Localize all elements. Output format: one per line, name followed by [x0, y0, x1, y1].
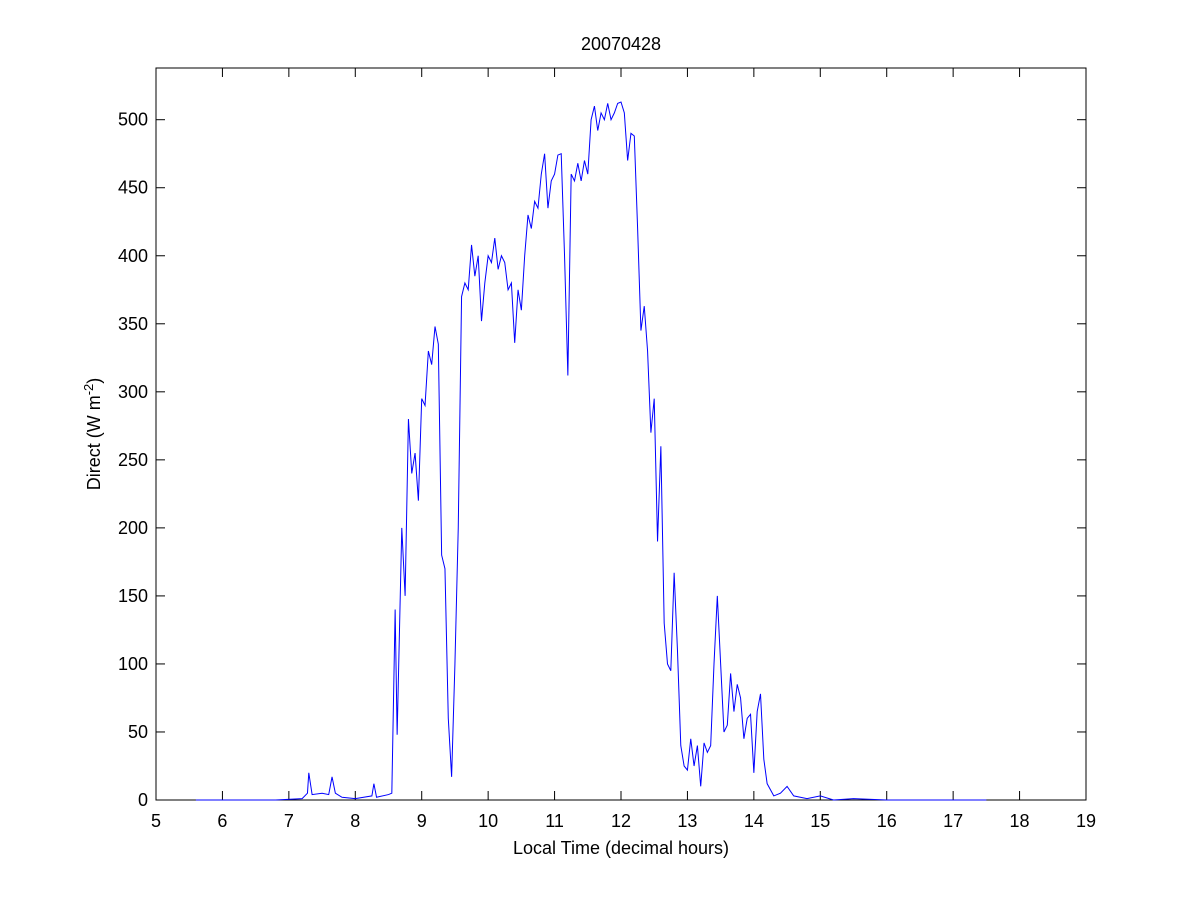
y-axis-label: Direct (W m-2): [81, 378, 104, 491]
x-axis-label: Local Time (decimal hours): [513, 838, 729, 858]
x-tick-label: 13: [677, 811, 697, 831]
x-tick-label: 14: [744, 811, 764, 831]
data-line: [195, 101, 987, 801]
x-tick-label: 11: [545, 811, 564, 831]
x-tick-label: 8: [350, 811, 360, 831]
y-tick-label: 200: [118, 518, 148, 538]
x-tick-label: 6: [217, 811, 227, 831]
y-label-part: Direct (W m: [84, 395, 104, 490]
y-tick-label: 450: [118, 178, 148, 198]
x-tick-label: 19: [1076, 811, 1096, 831]
y-tick-label: 400: [118, 246, 148, 266]
x-tick-label: 7: [284, 811, 294, 831]
x-tick-label: 18: [1010, 811, 1030, 831]
x-tick-label: 17: [943, 811, 963, 831]
y-tick-label: 0: [138, 790, 148, 810]
x-tick-label: 9: [417, 811, 427, 831]
y-tick-label: 350: [118, 314, 148, 334]
x-tick-label: 15: [810, 811, 830, 831]
y-tick-label: 150: [118, 586, 148, 606]
chart-title: 20070428: [581, 34, 661, 54]
y-tick-label: 250: [118, 450, 148, 470]
y-tick-label: 50: [128, 722, 148, 742]
y-label-part: ): [84, 378, 104, 384]
y-tick-label: 300: [118, 382, 148, 402]
y-tick-label: 500: [118, 110, 148, 130]
y-tick-label: 100: [118, 654, 148, 674]
x-tick-label: 16: [877, 811, 897, 831]
y-label-sup: -2: [81, 384, 96, 396]
x-tick-label: 12: [611, 811, 631, 831]
x-tick-label: 10: [478, 811, 498, 831]
x-tick-label: 5: [151, 811, 161, 831]
